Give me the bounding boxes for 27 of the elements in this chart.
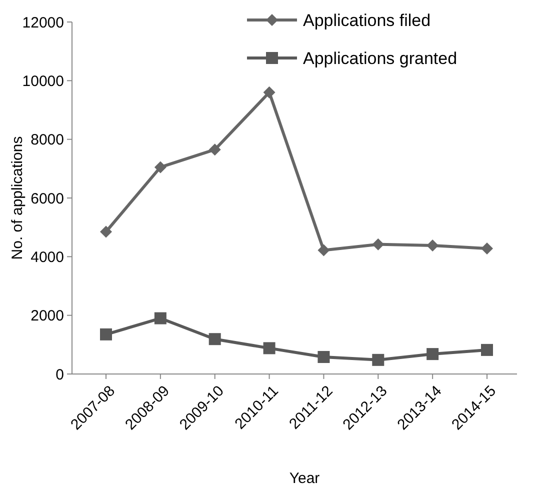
- y-tick-label: 12000: [22, 14, 64, 32]
- point: [426, 240, 439, 252]
- point: [154, 161, 166, 174]
- y-axis-title: No. of applications: [9, 136, 26, 260]
- legend-label: Applications granted: [303, 48, 458, 68]
- y-tick-label: 10000: [22, 72, 64, 90]
- point: [372, 354, 384, 366]
- point: [100, 226, 112, 238]
- y-tick-label: 0: [56, 366, 64, 384]
- legend-label: Applications filed: [303, 10, 431, 30]
- point: [263, 342, 276, 354]
- point: [154, 312, 166, 324]
- point: [318, 350, 330, 363]
- y-tick-label: 8000: [30, 132, 64, 149]
- point: [372, 238, 384, 250]
- point: [481, 344, 493, 356]
- point: [263, 86, 276, 98]
- y-tick-label: 2000: [30, 308, 64, 325]
- x-axis-title: Year: [289, 470, 320, 487]
- y-tick-label: 6000: [30, 190, 64, 208]
- point: [481, 242, 493, 254]
- point: [208, 333, 221, 346]
- point: [100, 328, 112, 340]
- point: [426, 348, 439, 360]
- y-tick-label: 4000: [30, 248, 64, 266]
- point: [208, 144, 221, 156]
- point: [318, 244, 330, 256]
